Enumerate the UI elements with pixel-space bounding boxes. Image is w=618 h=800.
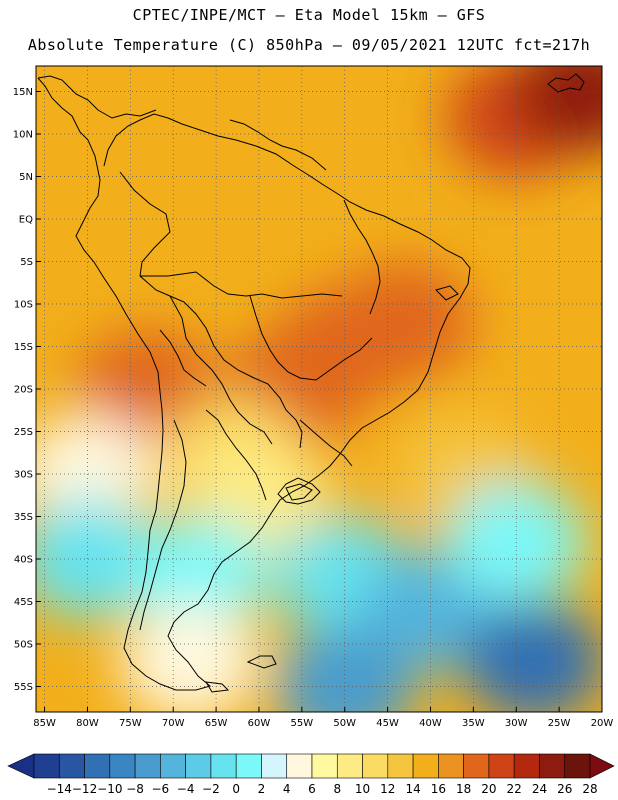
colorbar-swatch bbox=[134, 753, 161, 779]
colorbar-swatch bbox=[564, 753, 591, 779]
lon-label: 45W bbox=[376, 718, 399, 729]
colorbar-swatch bbox=[362, 753, 389, 779]
lon-label: 25W bbox=[548, 718, 571, 729]
lat-label: 15N bbox=[13, 87, 33, 98]
lon-label: 75W bbox=[119, 718, 142, 729]
colorbar-swatch bbox=[185, 753, 212, 779]
colorbar-label: 4 bbox=[283, 782, 291, 796]
lon-label: 85W bbox=[33, 718, 56, 729]
colorbar-swatch bbox=[488, 753, 515, 779]
colorbar-label: 28 bbox=[582, 782, 597, 796]
colorbar-swatch bbox=[387, 753, 414, 779]
colorbar-swatch bbox=[33, 753, 60, 779]
colorbar-swatch bbox=[261, 753, 288, 779]
lat-label: 35S bbox=[14, 512, 33, 523]
lat-label: 50S bbox=[14, 640, 33, 651]
colorbar-label: 0 bbox=[232, 782, 240, 796]
colorbar-swatch bbox=[160, 753, 186, 779]
lat-label: 45S bbox=[14, 597, 33, 608]
lon-label: 80W bbox=[76, 718, 99, 729]
colorbar-label: 22 bbox=[507, 782, 522, 796]
latitude-labels: 15N 10N 5N EQ 5S 10S 15S 20S 25S 30S 35S 40S 45S 50S 5… bbox=[13, 87, 41, 693]
colorbar-swatch bbox=[311, 753, 338, 779]
colorbar-swatch bbox=[438, 753, 464, 779]
colorbar-label: 12 bbox=[380, 782, 395, 796]
colorbar-swatch bbox=[84, 753, 111, 779]
colorbar-label: 6 bbox=[308, 782, 316, 796]
colorbar-label: 26 bbox=[557, 782, 572, 796]
lat-label: 5S bbox=[20, 257, 33, 268]
colorbar-label: −6 bbox=[152, 782, 170, 796]
lat-label: 40S bbox=[14, 555, 33, 566]
field-blob-3 bbox=[334, 261, 475, 381]
field-blob-1 bbox=[514, 66, 602, 152]
colorbar-label: −14 bbox=[47, 782, 72, 796]
lat-label: 25S bbox=[14, 427, 33, 438]
temperature-field bbox=[36, 66, 602, 712]
colorbar-swatch bbox=[286, 753, 313, 779]
lat-label: EQ bbox=[19, 215, 33, 226]
colorbar-swatch bbox=[58, 753, 85, 779]
colorbar-label: 14 bbox=[405, 782, 420, 796]
colorbar-label: 2 bbox=[258, 782, 266, 796]
lat-label: 10S bbox=[14, 300, 33, 311]
lon-label: 55W bbox=[291, 718, 314, 729]
colorbar-label: 24 bbox=[532, 782, 547, 796]
lon-label: 20W bbox=[591, 718, 614, 729]
colorbar-swatch bbox=[539, 753, 566, 779]
longitude-labels: 85W 80W 75W 70W 65W 60W 55W 50W 45W 40W 35W 30W 25W 2… bbox=[33, 707, 613, 729]
colorbar-label: −4 bbox=[177, 782, 195, 796]
colorbar-swatch bbox=[513, 753, 540, 779]
colorbar-swatch bbox=[412, 753, 439, 779]
colorbar-label: 18 bbox=[456, 782, 471, 796]
field-blob-14 bbox=[463, 601, 602, 712]
field-blob-15 bbox=[274, 626, 415, 712]
lat-label: 15S bbox=[14, 342, 33, 353]
colorbar-under-arrow bbox=[7, 753, 35, 779]
colorbar-label: 20 bbox=[481, 782, 496, 796]
colorbar: −14 −12 −10 −8 −6 −4 −2 0 2 4 6 8 10 12 14 16 18 20 22 24 26… bbox=[7, 753, 615, 796]
colorbar-swatch bbox=[336, 753, 363, 779]
lon-label: 65W bbox=[205, 718, 228, 729]
colorbar-label: −10 bbox=[97, 782, 122, 796]
colorbar-label: 10 bbox=[355, 782, 370, 796]
lon-label: 70W bbox=[162, 718, 185, 729]
colorbar-label: −2 bbox=[202, 782, 220, 796]
colorbar-swatch bbox=[210, 753, 237, 779]
lon-label: 40W bbox=[419, 718, 442, 729]
field-blob-11 bbox=[120, 601, 261, 712]
chart-title-line-1: CPTEC/INPE/MCT – Eta Model 15km – GFS bbox=[132, 6, 486, 24]
lat-label: 30S bbox=[14, 470, 33, 481]
colorbar-over-arrow bbox=[589, 753, 615, 779]
lat-label: 5N bbox=[19, 172, 33, 183]
colorbar-label: 16 bbox=[431, 782, 446, 796]
colorbar-swatch bbox=[235, 753, 262, 779]
lon-label: 60W bbox=[248, 718, 271, 729]
lat-label: 10N bbox=[13, 130, 33, 141]
colorbar-swatch bbox=[463, 753, 490, 779]
lon-label: 35W bbox=[462, 718, 485, 729]
lon-label: 30W bbox=[505, 718, 528, 729]
chart-title-line-2: Absolute Temperature (C) 850hPa – 09/05/… bbox=[27, 36, 591, 54]
colorbar-swatch bbox=[109, 753, 136, 779]
lat-label: 55S bbox=[14, 682, 33, 693]
colorbar-label: 8 bbox=[333, 782, 341, 796]
colorbar-label: −8 bbox=[126, 782, 144, 796]
coastlines bbox=[37, 73, 585, 693]
lon-label: 50W bbox=[333, 718, 356, 729]
lat-label: 20S bbox=[14, 385, 33, 396]
colorbar-label: −12 bbox=[72, 782, 97, 796]
